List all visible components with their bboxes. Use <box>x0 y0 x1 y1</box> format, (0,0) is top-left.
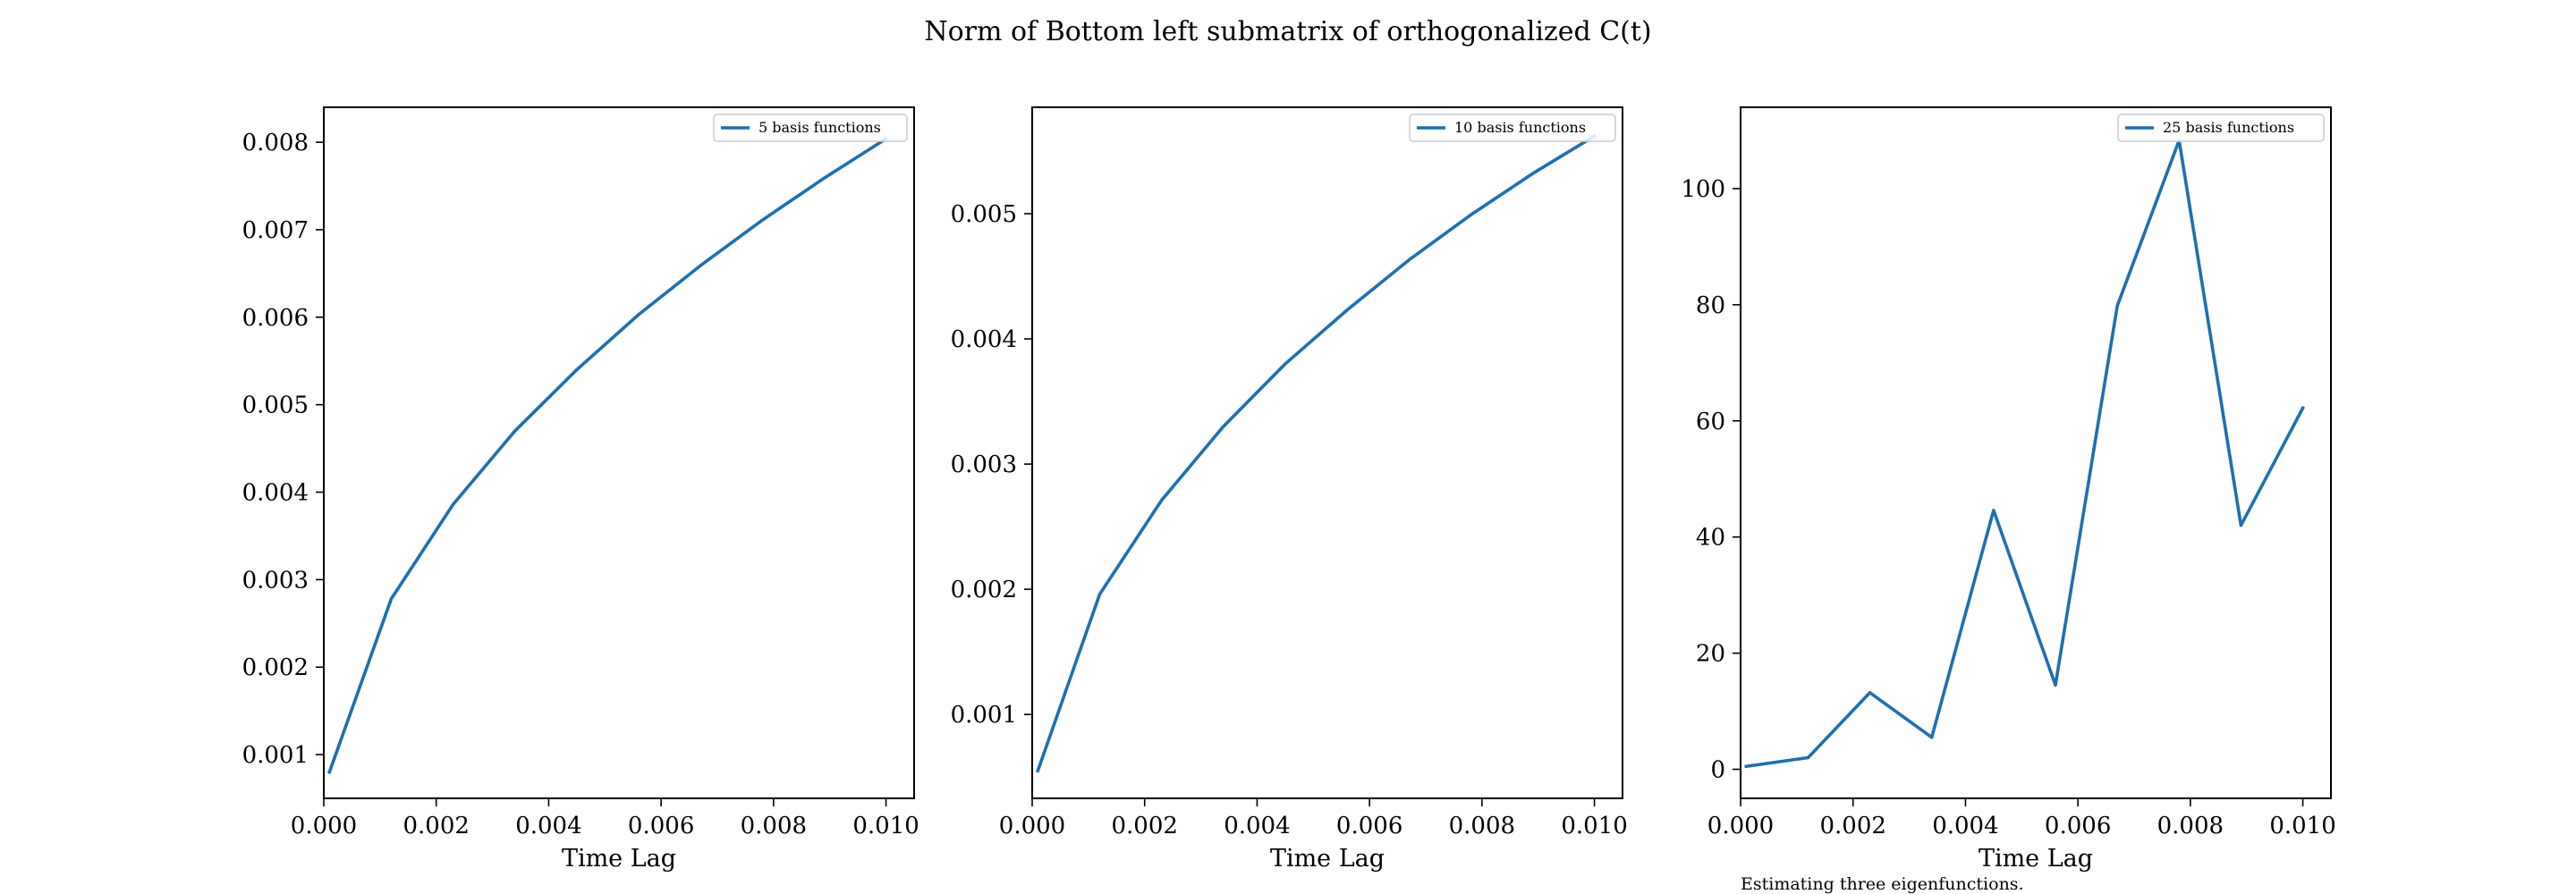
series-line-1-1 <box>326 136 889 774</box>
axes-frame <box>323 106 915 799</box>
legend-box <box>2117 114 2325 142</box>
legend-label: 25 basis functions <box>2163 119 2294 136</box>
x-tick-label: 0.004 <box>515 813 581 839</box>
y-tick-label: 0.002 <box>242 654 309 681</box>
y-tick-label: 0.005 <box>951 201 1017 228</box>
x-axis-label: Time Lag <box>562 845 676 873</box>
subplot-2: 0.000 0.002 0.004 0.006 0.008 0.010 0.001 0.002… <box>951 106 1628 873</box>
subplots: 0.000 0.002 0.004 0.006 0.008 0.010 0.001 0.002… <box>242 106 2336 873</box>
subplot-1: 0.000 0.002 0.004 0.006 0.008 0.010 0.001 0.002… <box>242 106 919 873</box>
x-tick-label: 0.004 <box>1932 813 1998 839</box>
y-tick-label: 20 <box>1696 641 1725 668</box>
x-tick-label: 0.008 <box>2157 813 2224 839</box>
x-tick-label: 0.002 <box>1111 813 1177 839</box>
legend: 25 basis functions <box>2117 114 2325 142</box>
legend: 10 basis functions <box>1409 114 1616 142</box>
y-tick-label: 0.006 <box>242 305 309 332</box>
y-tick-label: 0.001 <box>951 702 1017 729</box>
x-axis-label: Time Lag <box>1270 845 1385 873</box>
x-tick-label: 0.000 <box>1707 813 1774 839</box>
y-tick-label: 80 <box>1696 292 1725 319</box>
y-tick-label: 0.004 <box>242 480 309 507</box>
x-tick-label: 0.010 <box>2269 813 2335 839</box>
legend-box <box>713 114 908 142</box>
y-tick-label: 0.007 <box>242 217 309 244</box>
x-tick-label: 0.006 <box>1336 813 1402 839</box>
y-tick-label: 0 <box>1710 757 1725 784</box>
x-tick-label: 0.000 <box>291 813 357 839</box>
y-tick-label: 40 <box>1696 525 1725 552</box>
y-tick-label: 0.001 <box>242 742 309 769</box>
series-line-2-1 <box>1035 133 1597 773</box>
y-tick-label: 0.008 <box>242 130 309 156</box>
axes-frame <box>1031 106 1623 799</box>
y-tick-label: 60 <box>1696 409 1725 435</box>
y-tick-label: 0.002 <box>951 577 1017 603</box>
legend-label: 10 basis functions <box>1454 119 1586 136</box>
y-tick-label: 0.005 <box>242 392 309 419</box>
x-axis-label: Time Lag <box>1979 845 2093 873</box>
y-tick-label: 0.004 <box>951 326 1017 353</box>
legend: 5 basis functions <box>713 114 908 142</box>
footnote: Estimating three eigenfunctions. <box>1741 874 2024 894</box>
series-line-3-1 <box>1744 139 2306 769</box>
legend-label: 5 basis functions <box>758 119 881 136</box>
figure-title: Norm of Bottom left submatrix of orthogo… <box>924 16 1651 47</box>
x-tick-label: 0.002 <box>402 813 469 839</box>
x-tick-label: 0.006 <box>2045 813 2111 839</box>
axes-frame <box>1740 106 2332 799</box>
subplot-3: 0.000 0.002 0.004 0.006 0.008 0.010 0 20 40 60 80 1… <box>1681 106 2336 873</box>
x-tick-label: 0.008 <box>1449 813 1515 839</box>
y-tick-label: 0.003 <box>242 567 309 594</box>
x-tick-label: 0.010 <box>1561 813 1627 839</box>
y-tick-label: 0.003 <box>951 451 1017 478</box>
legend-box <box>1409 114 1616 142</box>
x-tick-label: 0.004 <box>1224 813 1290 839</box>
x-tick-label: 0.010 <box>852 813 919 839</box>
x-tick-label: 0.006 <box>628 813 694 839</box>
x-tick-label: 0.002 <box>1819 813 1885 839</box>
x-tick-label: 0.000 <box>999 813 1065 839</box>
x-tick-label: 0.008 <box>741 813 807 839</box>
y-tick-label: 100 <box>1681 176 1725 203</box>
